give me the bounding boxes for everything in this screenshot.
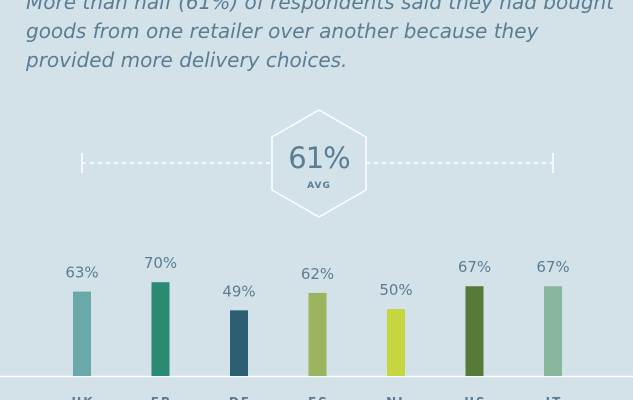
intro-line-2: goods from one retailer over another bec…: [26, 19, 539, 43]
value-label-de: 49%: [222, 282, 255, 300]
bar-nl: [387, 309, 405, 376]
value-label-it: 67%: [536, 258, 569, 276]
category-label-es: ES: [308, 395, 329, 400]
intro-line-1: More than half (61%) of respondents said…: [26, 0, 615, 14]
average-hexagon: [271, 109, 367, 218]
value-label-es: 62%: [301, 265, 334, 283]
bar-es: [308, 292, 327, 376]
value-label-us: 67%: [458, 258, 491, 276]
category-label-nl: NL: [386, 395, 408, 400]
bar-de: [230, 310, 248, 376]
bar-it: [544, 286, 562, 376]
average-indicator: 61% AVG: [81, 109, 554, 218]
category-label-fr: FR: [151, 395, 172, 400]
category-label-it: IT: [546, 395, 563, 400]
bar-fr: [151, 282, 170, 376]
intro-line-3: provided more delivery choices.: [26, 48, 348, 72]
value-label-uk: 63%: [65, 264, 98, 282]
value-label-fr: 70%: [144, 254, 177, 272]
category-label-uk: UK: [71, 395, 94, 400]
intro-text: More than half (61%) of respondents said…: [26, 0, 626, 75]
bar-us: [465, 286, 484, 376]
bar-uk: [73, 291, 91, 376]
category-label-us: US: [464, 395, 486, 400]
average-value: 61%: [288, 141, 350, 175]
value-label-nl: 50%: [379, 281, 412, 299]
category-label-de: DE: [229, 395, 251, 400]
average-guide: [81, 109, 554, 218]
average-label: AVG: [307, 181, 331, 191]
